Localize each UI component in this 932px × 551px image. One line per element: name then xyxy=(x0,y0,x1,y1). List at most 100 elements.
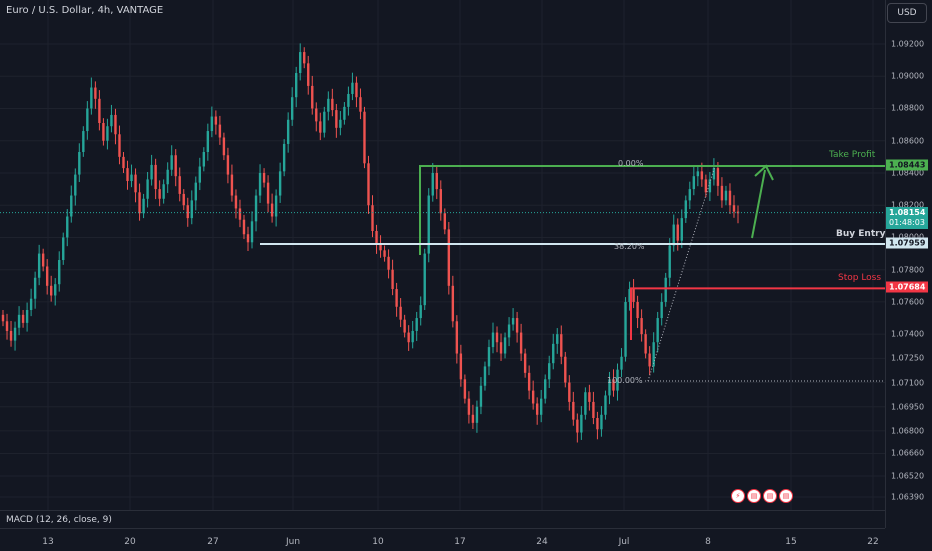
candle-body xyxy=(411,330,414,343)
candle-body xyxy=(560,334,563,357)
candle-body xyxy=(584,392,587,415)
candle-body xyxy=(527,372,531,391)
candle-body xyxy=(170,155,173,170)
candle-body xyxy=(471,414,475,423)
candle-body xyxy=(467,398,471,415)
candle-body xyxy=(728,190,732,206)
candle-body xyxy=(90,87,93,109)
candle-body xyxy=(118,134,121,157)
candle-body xyxy=(294,73,298,98)
candle-body xyxy=(311,85,314,109)
candle-body xyxy=(652,342,655,367)
take-profit-label: Take Profit xyxy=(829,150,876,160)
buy-entry-label: Buy Entry xyxy=(836,229,886,239)
candle-body xyxy=(495,332,499,343)
candle-body xyxy=(459,353,463,380)
candle-body xyxy=(415,318,418,331)
candle-body xyxy=(58,260,61,285)
candle-body xyxy=(684,200,687,219)
candle-body xyxy=(624,301,627,357)
candle-body xyxy=(483,366,487,386)
candle-body xyxy=(150,164,153,180)
price-label: 1.07250 xyxy=(891,353,925,363)
candle-body xyxy=(126,168,129,182)
candle-body xyxy=(507,324,511,338)
candle-body xyxy=(45,266,49,286)
candle-body xyxy=(620,356,623,370)
price-label: 1.07800 xyxy=(891,265,925,275)
candle-body xyxy=(166,169,169,185)
candle-body xyxy=(66,216,69,238)
lightning-icon[interactable]: ⚡ xyxy=(731,489,745,503)
candle-body xyxy=(250,221,254,243)
price-label: 1.06390 xyxy=(891,492,925,502)
macd-title[interactable]: MACD (12, 26, close, 9) xyxy=(6,515,112,525)
candle-body xyxy=(49,285,53,296)
macd-pane[interactable] xyxy=(0,510,885,529)
candle-body xyxy=(218,124,222,138)
price-label: 1.08000 xyxy=(891,233,924,242)
candle-body xyxy=(531,390,535,404)
candle-body xyxy=(286,119,290,144)
price-label: 1.08400 xyxy=(891,168,925,178)
us-flag-icon[interactable]: ▤ xyxy=(779,489,793,503)
candle-body xyxy=(230,174,234,196)
candle-body xyxy=(604,395,607,415)
candle-body xyxy=(303,52,306,64)
price-label: 1.06950 xyxy=(891,402,925,412)
price-label: 1.06800 xyxy=(891,426,925,436)
candle-body xyxy=(451,285,455,322)
candle-body xyxy=(600,414,603,430)
time-label: 22 xyxy=(867,537,879,547)
candle-body xyxy=(254,195,258,222)
price-chart[interactable] xyxy=(0,0,885,510)
candle-body xyxy=(548,363,551,380)
currency-button[interactable]: USD xyxy=(887,3,927,23)
time-label: Jun xyxy=(285,537,301,547)
candle-body xyxy=(539,398,543,415)
candle-body xyxy=(628,289,631,302)
us-flag-icon[interactable]: ▤ xyxy=(763,489,777,503)
candle-body xyxy=(278,171,282,196)
us-flag-icon[interactable]: ▤ xyxy=(747,489,761,503)
time-axis[interactable] xyxy=(0,528,885,551)
candle-body xyxy=(656,318,659,343)
candle-body xyxy=(351,82,354,94)
candle-body xyxy=(648,353,651,367)
candle-body xyxy=(732,205,736,212)
price-label: 1.07400 xyxy=(891,329,925,339)
candle-body xyxy=(258,172,262,196)
candle-body xyxy=(688,189,692,201)
candle-body xyxy=(716,168,720,186)
candle-body xyxy=(367,163,370,206)
candle-body xyxy=(142,198,145,214)
candle-body xyxy=(110,114,113,127)
price-label: 1.06660 xyxy=(891,448,925,458)
symbol-title[interactable]: Euro / U.S. Dollar, 4h, VANTAGE xyxy=(6,5,164,16)
candle-body xyxy=(592,401,595,419)
candle-body xyxy=(696,171,700,177)
candle-body xyxy=(158,189,161,199)
candle-body xyxy=(198,166,202,183)
candle-body xyxy=(9,330,13,341)
candle-body xyxy=(315,108,318,122)
candle-body xyxy=(455,321,459,354)
bar-countdown: 01:48:03 xyxy=(889,218,925,227)
candle-body xyxy=(383,250,386,257)
candle-body xyxy=(596,418,599,430)
candle-body xyxy=(632,289,635,302)
candle-body xyxy=(435,172,438,190)
candle-body xyxy=(447,229,451,286)
candle-body xyxy=(54,284,57,296)
candle-body xyxy=(712,168,716,180)
time-label: 15 xyxy=(785,537,797,547)
candle-body xyxy=(608,379,611,396)
chart-area[interactable] xyxy=(0,0,885,510)
candle-body xyxy=(403,319,406,333)
candle-body xyxy=(162,184,165,199)
candle-body xyxy=(138,192,141,214)
candle-body xyxy=(616,369,619,391)
candle-body xyxy=(660,301,663,319)
candle-body xyxy=(676,224,679,241)
price-axis[interactable] xyxy=(885,0,932,528)
